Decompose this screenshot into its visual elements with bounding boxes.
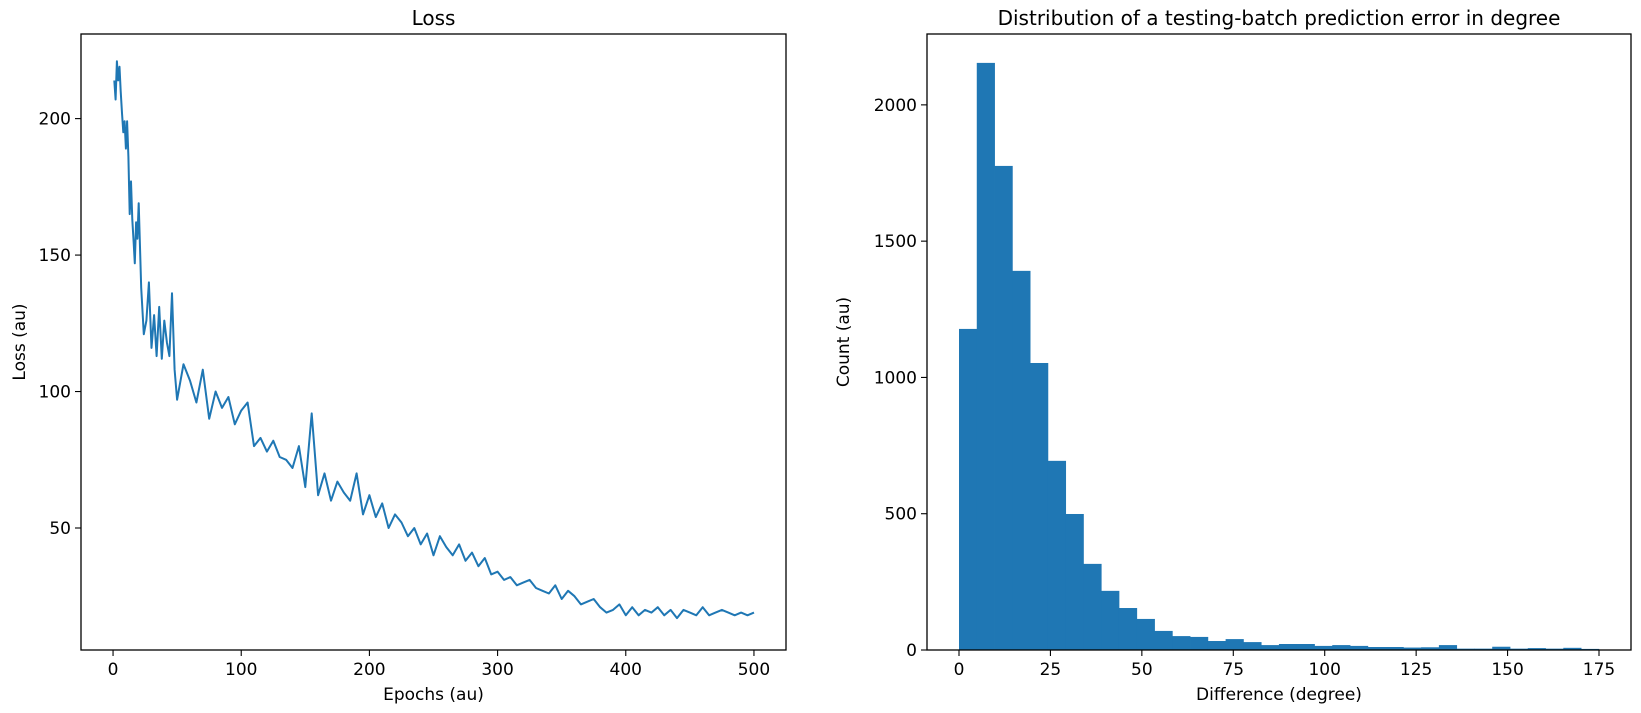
loss-x-tick-label: 200 [353,660,385,680]
histogram-bar [976,62,995,650]
histogram-y-axis-label: Count (au) [834,297,854,387]
histogram-x-tick-label: 100 [1308,660,1340,680]
loss-x-axis: 0 100 200 300 400 500 [108,650,770,680]
histogram-bar [1083,563,1102,650]
histogram-bar [1030,362,1049,650]
histogram-x-tick-label: 75 [1222,660,1244,680]
histogram-x-tick-label: 50 [1131,660,1153,680]
histogram-bar [959,328,978,650]
histogram-bar [1456,648,1475,650]
histogram-bar [1118,608,1138,650]
histogram-bar [1012,270,1031,650]
loss-chart-title: Loss [412,6,456,30]
histogram-bar [1261,645,1280,650]
loss-y-tick-label: 50 [49,519,71,539]
loss-y-tick-label: 100 [39,383,71,403]
histogram-bar [1154,630,1173,650]
histogram-bar [1474,648,1493,650]
histogram-y-tick-label: 1000 [874,368,917,388]
histogram-bar [1527,648,1546,650]
loss-x-tick-label: 0 [108,660,119,680]
histogram-y-tick-label: 1500 [874,232,917,252]
histogram-bar [1563,647,1582,650]
histogram-title: Distribution of a testing-batch predicti… [998,6,1561,30]
error-histogram-chart: Distribution of a testing-batch predicti… [834,6,1632,705]
histogram-bar [1438,645,1458,650]
histogram-bar [1190,636,1209,650]
histogram-y-axis: 0 500 1000 1500 2000 [874,96,927,661]
histogram-bar [1278,644,1298,650]
histogram-x-axis: 0 25 50 75 100 125 150 175 [954,650,1615,680]
loss-axes-frame [80,33,787,651]
loss-x-tick-label: 400 [610,660,642,680]
loss-x-tick-label: 500 [738,660,770,680]
histogram-x-tick-label: 25 [1040,660,1062,680]
loss-x-axis-label: Epochs (au) [383,685,484,705]
histogram-bar [1492,646,1511,650]
histogram-bar [1065,513,1084,650]
histogram-bar [1403,647,1422,650]
histogram-x-tick-label: 125 [1400,660,1432,680]
histogram-bar [994,165,1013,651]
loss-plot-area [113,60,755,620]
histogram-bar [1225,639,1244,650]
loss-y-axis: 50 100 150 200 [39,110,81,539]
histogram-bar [1172,636,1191,650]
histogram-axes-frame [926,33,1632,651]
histogram-y-tick-label: 500 [885,505,917,525]
loss-y-axis-label: Loss (au) [10,303,30,380]
histogram-y-tick-label: 0 [906,641,917,661]
histogram-bar [1367,647,1386,650]
histogram-bar [1243,642,1262,650]
loss-x-tick-label: 300 [481,660,513,680]
loss-y-tick-label: 200 [39,110,71,130]
histogram-y-tick-label: 2000 [874,96,917,116]
histogram-bar [1545,648,1564,650]
histogram-bar [1421,647,1440,650]
histogram-x-axis-label: Difference (degree) [1196,685,1362,705]
histogram-bar [1385,647,1404,650]
loss-x-tick-label: 100 [225,660,257,680]
histogram-x-tick-label: 0 [954,660,965,680]
histogram-bar [1207,641,1226,650]
loss-line [113,60,755,620]
loss-y-tick-label: 150 [39,246,71,266]
histogram-x-tick-label: 175 [1583,660,1615,680]
histogram-bar [1314,645,1333,650]
histogram-bar [1509,648,1529,650]
histogram-bar [1296,644,1315,650]
histogram-bar [1332,645,1351,650]
histogram-bar [1047,460,1067,650]
histogram-bar [1350,645,1369,650]
histogram-x-tick-label: 150 [1491,660,1523,680]
histogram-bar [1136,618,1155,650]
histogram-plot-area [959,62,1600,651]
loss-chart: Loss 0 100 200 300 400 500 50 100 150 200 Epochs… [10,6,787,705]
histogram-bar [1101,590,1120,650]
